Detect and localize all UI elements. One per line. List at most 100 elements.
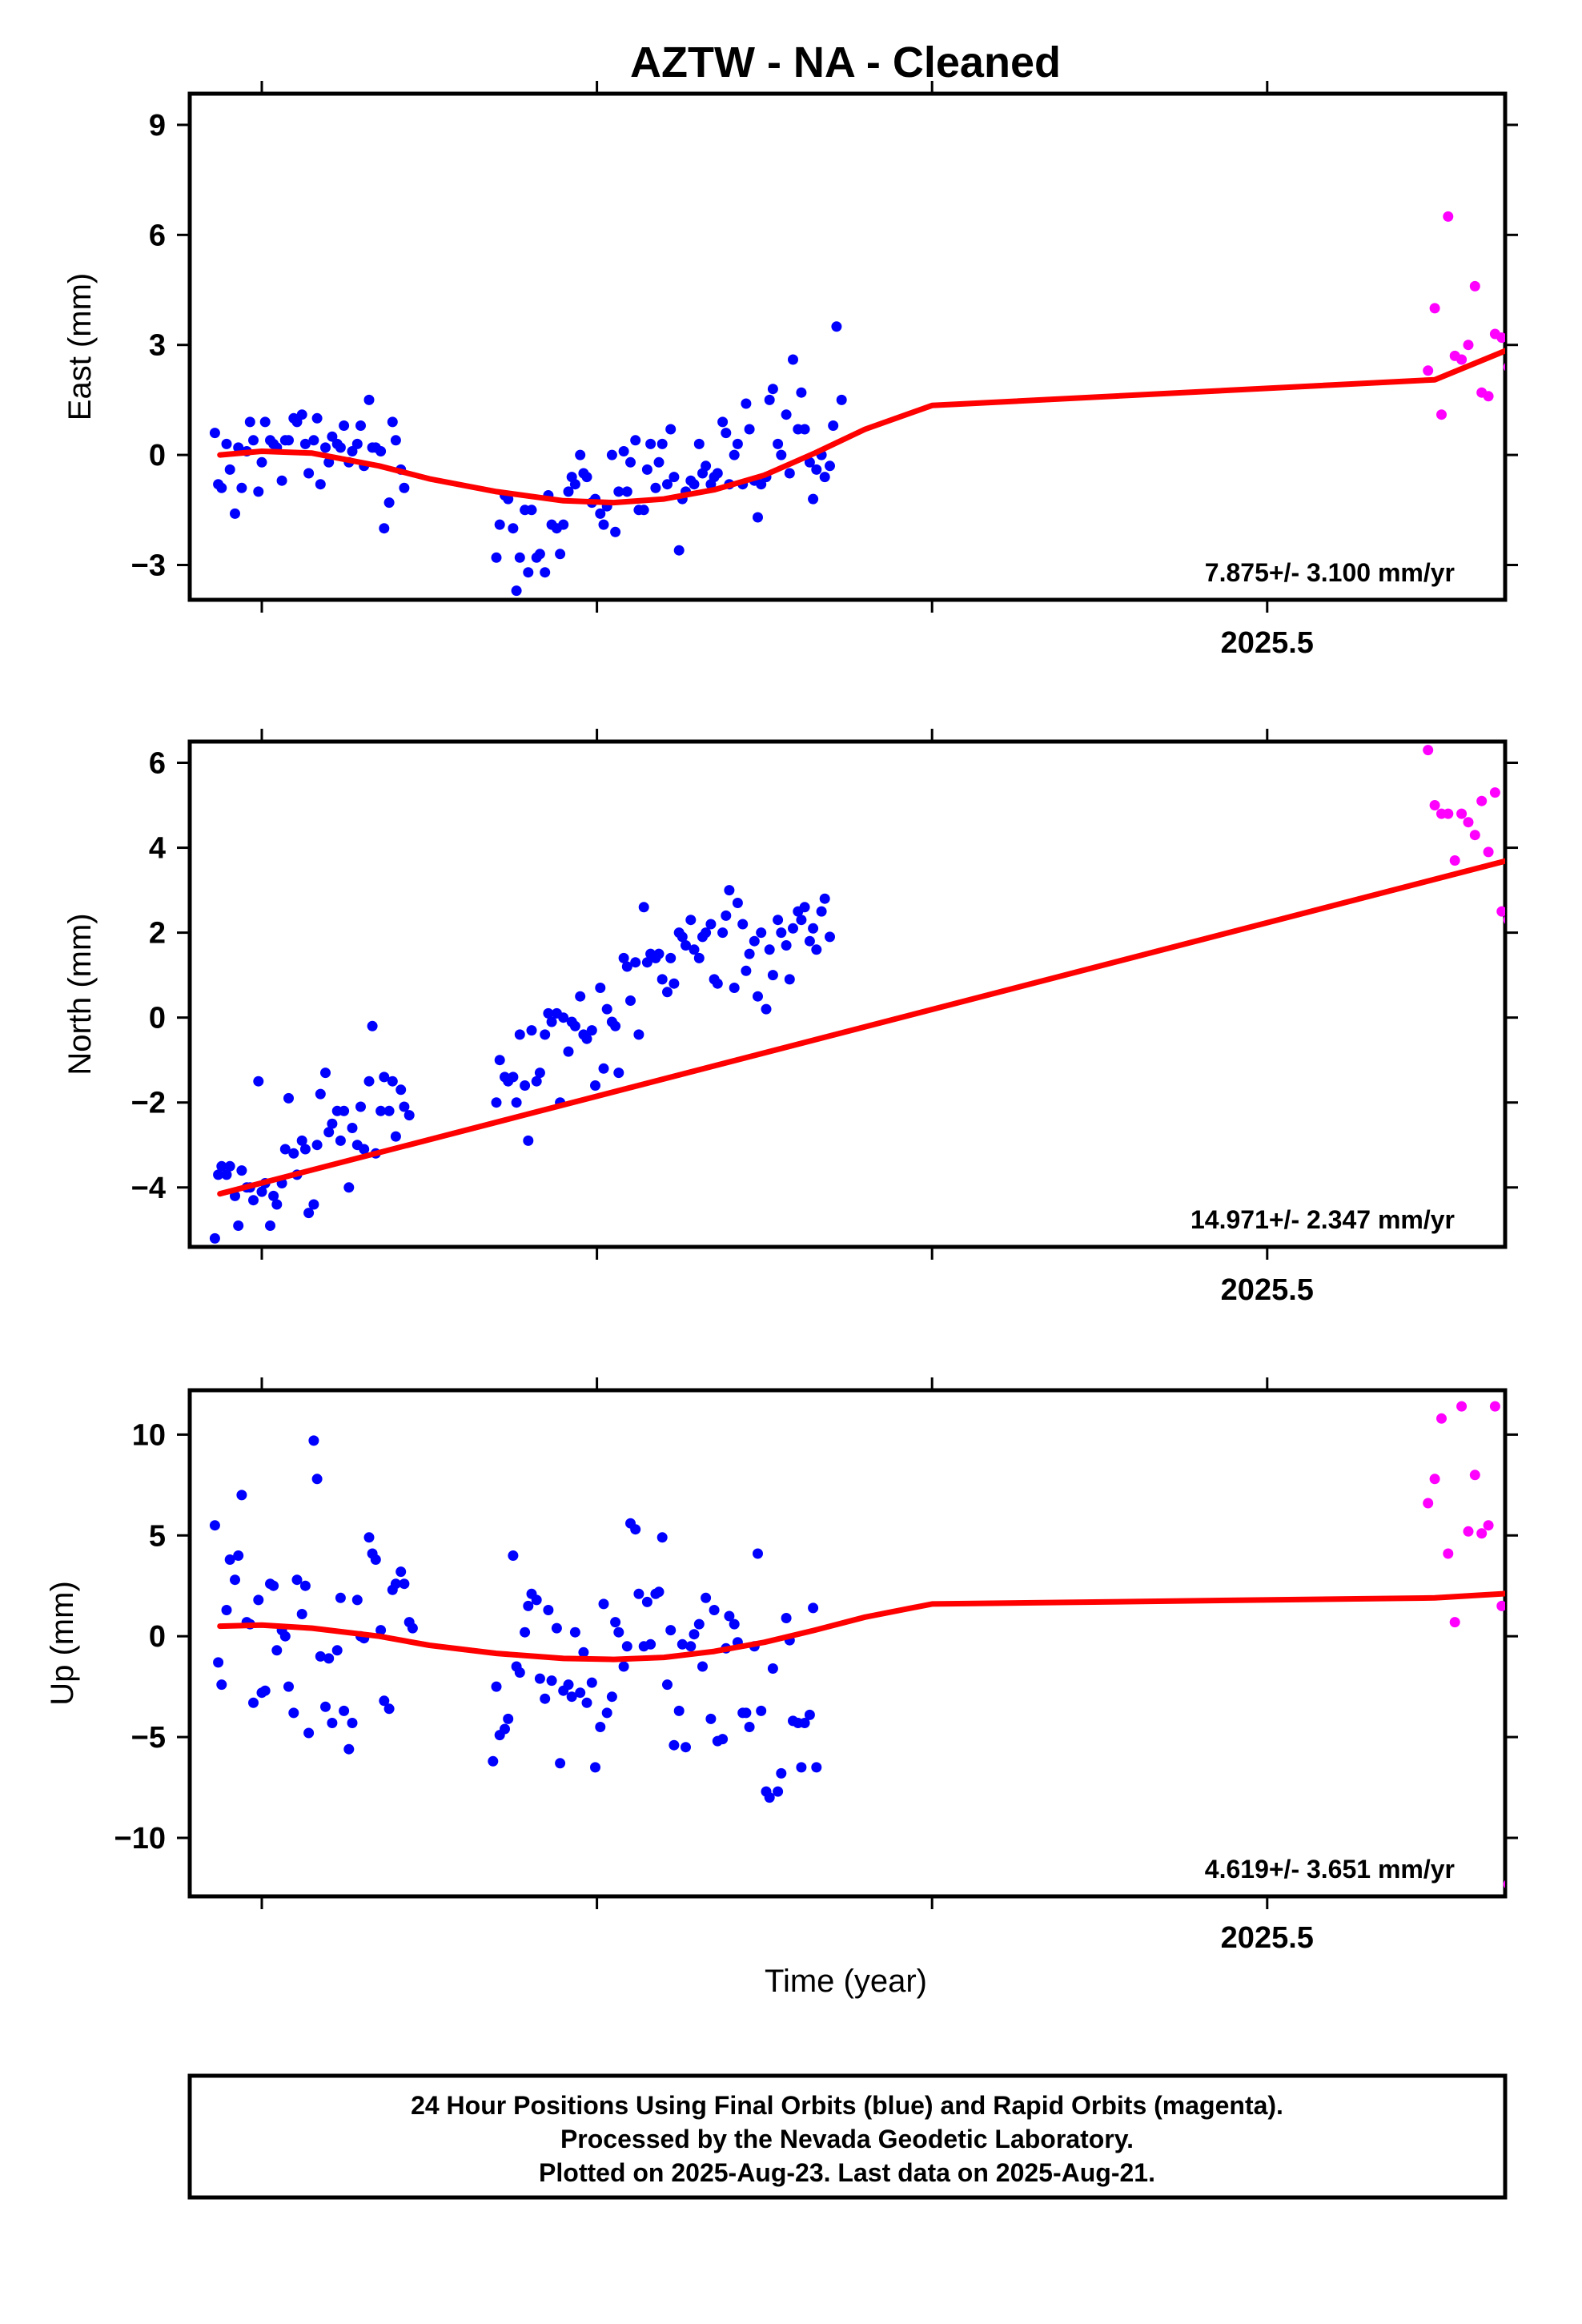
rapid-orbit-point [1516,885,1527,895]
final-orbit-point [299,1580,311,1591]
final-orbit-point [526,1025,537,1036]
final-orbit-point [253,1076,264,1087]
final-orbit-point [776,1767,787,1779]
final-orbit-point [618,952,629,963]
rapid-orbit-point [1456,1401,1468,1412]
final-orbit-point [595,1722,606,1732]
final-orbit-point [836,394,847,405]
final-orbit-point [500,1723,510,1735]
plot-area [209,1401,1505,1888]
final-orbit-point [788,923,798,934]
final-orbit-point [209,428,220,439]
y-tick-label: −2 [131,1087,166,1120]
y-tick-label: −10 [114,1822,166,1856]
final-orbit-point [773,1786,784,1797]
final-orbit-point [717,1734,729,1745]
velocity-label: 7.875+/- 3.100 mm/yr [1205,558,1455,587]
rapid-orbit-point [1443,211,1454,222]
final-orbit-point [749,935,760,947]
final-orbit-point [523,1600,534,1611]
y-tick-label: 3 [149,329,166,363]
final-orbit-point [638,902,649,913]
final-orbit-point [390,1131,401,1142]
final-orbit-point [784,974,795,985]
final-orbit-point [299,438,311,449]
final-orbit-point [825,931,835,943]
y-tick-label: 5 [149,1519,166,1553]
plot-area [209,745,1527,1244]
panel-2: 6 4 2 0 −2 −4 2025.5 North (mm) 14.971+/- 2.347 … [62,729,1527,1307]
final-orbit-point [224,1160,235,1172]
final-orbit-point [379,1695,390,1707]
final-orbit-point [764,394,775,405]
final-orbit-point [343,1743,355,1755]
final-orbit-point [534,1673,545,1684]
final-orbit-point [633,1588,644,1599]
final-orbit-point [689,1629,700,1640]
rapid-orbit-point [1469,1470,1480,1481]
final-orbit-point [741,965,752,976]
final-orbit-point [741,1707,752,1719]
final-orbit-point [383,1105,395,1116]
rapid-orbit-point [1476,795,1488,806]
final-orbit-point [729,449,740,460]
rapid-orbit-point [1496,906,1505,917]
final-orbit-point [367,1020,378,1031]
final-orbit-point [383,1703,395,1715]
final-orbit-point [488,1755,499,1767]
final-orbit-point [546,1675,557,1687]
final-orbit-point [773,915,784,926]
final-orbit-point [339,420,350,431]
final-orbit-point [303,1727,315,1739]
rapid-orbit-point [1544,259,1554,270]
rapid-orbit-point [1503,915,1505,924]
final-orbit-point [581,472,592,483]
final-orbit-point [645,438,656,449]
final-orbit-point [701,927,712,939]
final-orbit-point [685,915,697,926]
final-orbit-point [673,545,685,556]
plot-area [209,102,1554,597]
final-orbit-point [534,549,545,560]
final-orbit-point [796,387,807,398]
final-orbit-point [355,1101,366,1112]
final-orbit-point [613,1626,624,1638]
final-orbit-point [566,1691,577,1703]
rapid-orbit-point [1496,332,1505,344]
final-orbit-point [653,948,665,959]
final-orbit-point [767,1663,778,1674]
final-orbit-point [665,952,677,963]
final-orbit-point [546,1016,557,1027]
final-orbit-point [656,438,668,449]
final-orbit-point [303,468,315,479]
rapid-orbit-point [1436,1413,1447,1424]
final-orbit-point [339,1705,350,1716]
final-orbit-point [320,1068,331,1079]
final-orbit-point [296,409,307,420]
final-orbit-point [776,927,787,939]
final-orbit-point [575,1687,586,1699]
final-orbit-point [693,1618,705,1630]
final-orbit-point [595,983,606,993]
final-orbit-point [825,460,835,472]
final-orbit-point [563,1679,574,1691]
final-orbit-point [563,1046,574,1057]
final-orbit-point [248,435,259,446]
velocity-label: 14.971+/- 2.347 mm/yr [1191,1205,1455,1234]
final-orbit-point [796,1762,807,1773]
final-orbit-point [784,468,795,479]
final-orbit-point [494,519,505,530]
final-orbit-point [744,424,755,435]
final-orbit-point [808,923,819,934]
final-orbit-point [816,906,827,917]
final-orbit-point [613,1068,624,1079]
final-orbit-point [693,952,705,963]
final-orbit-point [508,1550,519,1561]
rapid-orbit-point [1537,102,1548,112]
final-orbit-point [236,482,247,493]
final-orbit-point [641,1596,652,1607]
final-orbit-point [581,1033,592,1044]
final-orbit-point [291,1574,303,1586]
final-orbit-point [662,1679,673,1691]
